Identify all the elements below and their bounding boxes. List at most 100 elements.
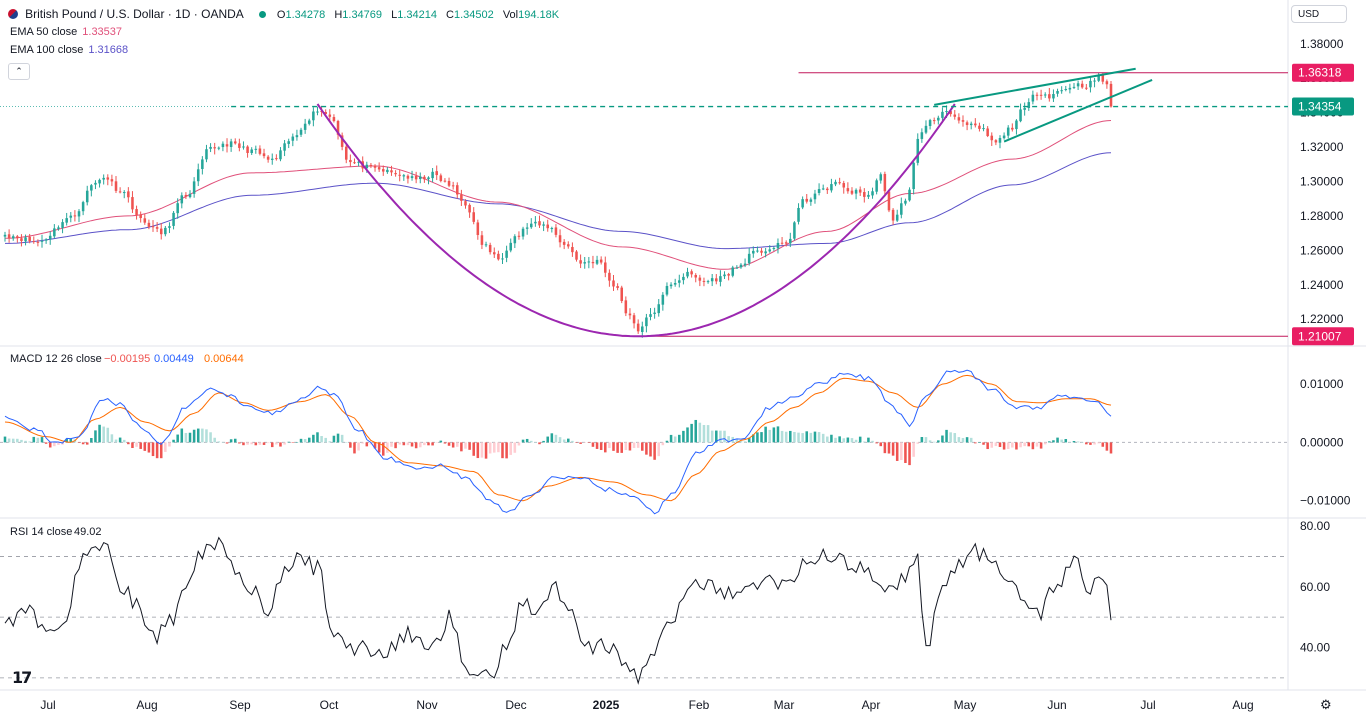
macd-histogram-bar	[978, 442, 981, 443]
wedge-lower-trendline	[1003, 78, 1153, 143]
macd-histogram-bar	[562, 439, 566, 443]
macd-histogram-bar	[188, 432, 192, 443]
candle	[595, 259, 599, 264]
macd-histogram-bar	[246, 442, 249, 445]
candle	[381, 169, 385, 172]
macd-histogram-bar	[879, 442, 883, 447]
candle	[65, 218, 68, 223]
candle	[583, 262, 586, 264]
macd-histogram-bar	[1002, 442, 1006, 450]
candle	[567, 244, 570, 247]
macd-histogram-bar	[1019, 442, 1022, 448]
candle	[431, 171, 434, 179]
macd-histogram-bar	[497, 442, 500, 453]
candle	[122, 192, 126, 194]
candle	[542, 224, 545, 226]
macd-histogram-bar	[838, 436, 841, 443]
rsi-axis-tick-label: 40.00	[1300, 641, 1330, 655]
candle	[357, 161, 360, 163]
candle	[916, 138, 920, 163]
macd-histogram-bar	[998, 442, 1002, 447]
ema50-legend[interactable]: EMA 50 close 1.33537	[10, 25, 122, 39]
candle	[36, 241, 40, 243]
candle	[727, 274, 730, 276]
macd-histogram-bar	[801, 433, 804, 443]
collapse-legend-button[interactable]: ⌃	[8, 63, 30, 80]
macd-histogram-bar	[36, 437, 40, 443]
candle	[657, 304, 661, 314]
macd-histogram-bar	[513, 442, 517, 453]
macd-axis-tick-label: 0.01000	[1300, 377, 1344, 391]
rsi-axis-tick-label: 60.00	[1300, 580, 1330, 594]
candle	[1052, 94, 1055, 99]
candle	[1006, 127, 1010, 136]
candle	[324, 112, 327, 114]
candle	[16, 236, 19, 239]
candle	[747, 253, 751, 264]
macd-histogram-bar	[509, 442, 512, 455]
currency-selector[interactable]: USD	[1291, 5, 1347, 23]
macd-histogram-bar	[147, 442, 151, 453]
candle	[73, 215, 77, 217]
macd-histogram-bar	[546, 436, 549, 443]
macd-histogram-bar	[192, 429, 196, 443]
macd-histogram-bar	[542, 440, 545, 443]
macd-histogram-bar	[65, 438, 68, 443]
candle	[287, 141, 290, 144]
macd-histogram-bar	[525, 438, 529, 443]
macd-histogram-bar	[143, 442, 147, 451]
candle	[423, 176, 426, 180]
symbol-title[interactable]: British Pound / U.S. Dollar · 1D · OANDA	[25, 7, 244, 21]
candle	[797, 207, 800, 222]
candle	[669, 284, 673, 287]
ohlc-value: 1.34278	[285, 9, 326, 21]
macd-histogram-bar	[895, 442, 899, 461]
candle	[1043, 94, 1047, 96]
candle	[994, 140, 998, 143]
candle	[986, 128, 989, 137]
macd-histogram-bar	[739, 441, 743, 443]
macd-histogram-bar	[752, 434, 755, 443]
candle	[1072, 86, 1076, 88]
macd-histogram-bar	[114, 439, 118, 443]
macd-histogram-bar	[151, 442, 155, 457]
candle	[653, 312, 656, 314]
candle	[307, 120, 311, 124]
macd-histogram-bar	[793, 431, 796, 443]
gear-icon[interactable]: ⚙	[1320, 697, 1332, 712]
macd-histogram-bar	[834, 437, 837, 443]
macd-histogram-bar	[723, 430, 726, 443]
tradingview-logo-icon[interactable]: 17	[12, 668, 32, 687]
candle	[904, 200, 907, 204]
candle	[546, 224, 549, 229]
macd-histogram-bar	[1097, 442, 1100, 444]
macd-histogram-bar	[94, 430, 97, 443]
candle	[217, 147, 221, 149]
macd-histogram-bar	[846, 437, 850, 443]
candle	[332, 117, 336, 122]
candle	[114, 181, 118, 191]
macd-histogram-bar	[176, 434, 179, 443]
candle	[435, 171, 438, 176]
candle	[1080, 83, 1084, 88]
candle	[550, 227, 554, 229]
candle	[826, 188, 829, 191]
candle	[998, 138, 1002, 143]
macd-histogram-bar	[743, 441, 747, 443]
macd-histogram-bar	[521, 439, 525, 443]
candle	[743, 263, 747, 266]
macd-histogram-bar	[616, 442, 619, 453]
macd-histogram-bar	[1011, 442, 1014, 448]
candle	[863, 192, 866, 197]
candle	[312, 111, 315, 121]
candle	[155, 227, 159, 229]
candle	[254, 148, 258, 150]
time-axis-tick-label: Aug	[1232, 698, 1253, 712]
candle	[172, 212, 175, 226]
candle	[451, 185, 455, 187]
candle	[336, 121, 340, 135]
macd-histogram-bar	[439, 440, 443, 443]
candle	[328, 114, 332, 117]
ema100-legend[interactable]: EMA 100 close 1.31668	[10, 43, 128, 57]
